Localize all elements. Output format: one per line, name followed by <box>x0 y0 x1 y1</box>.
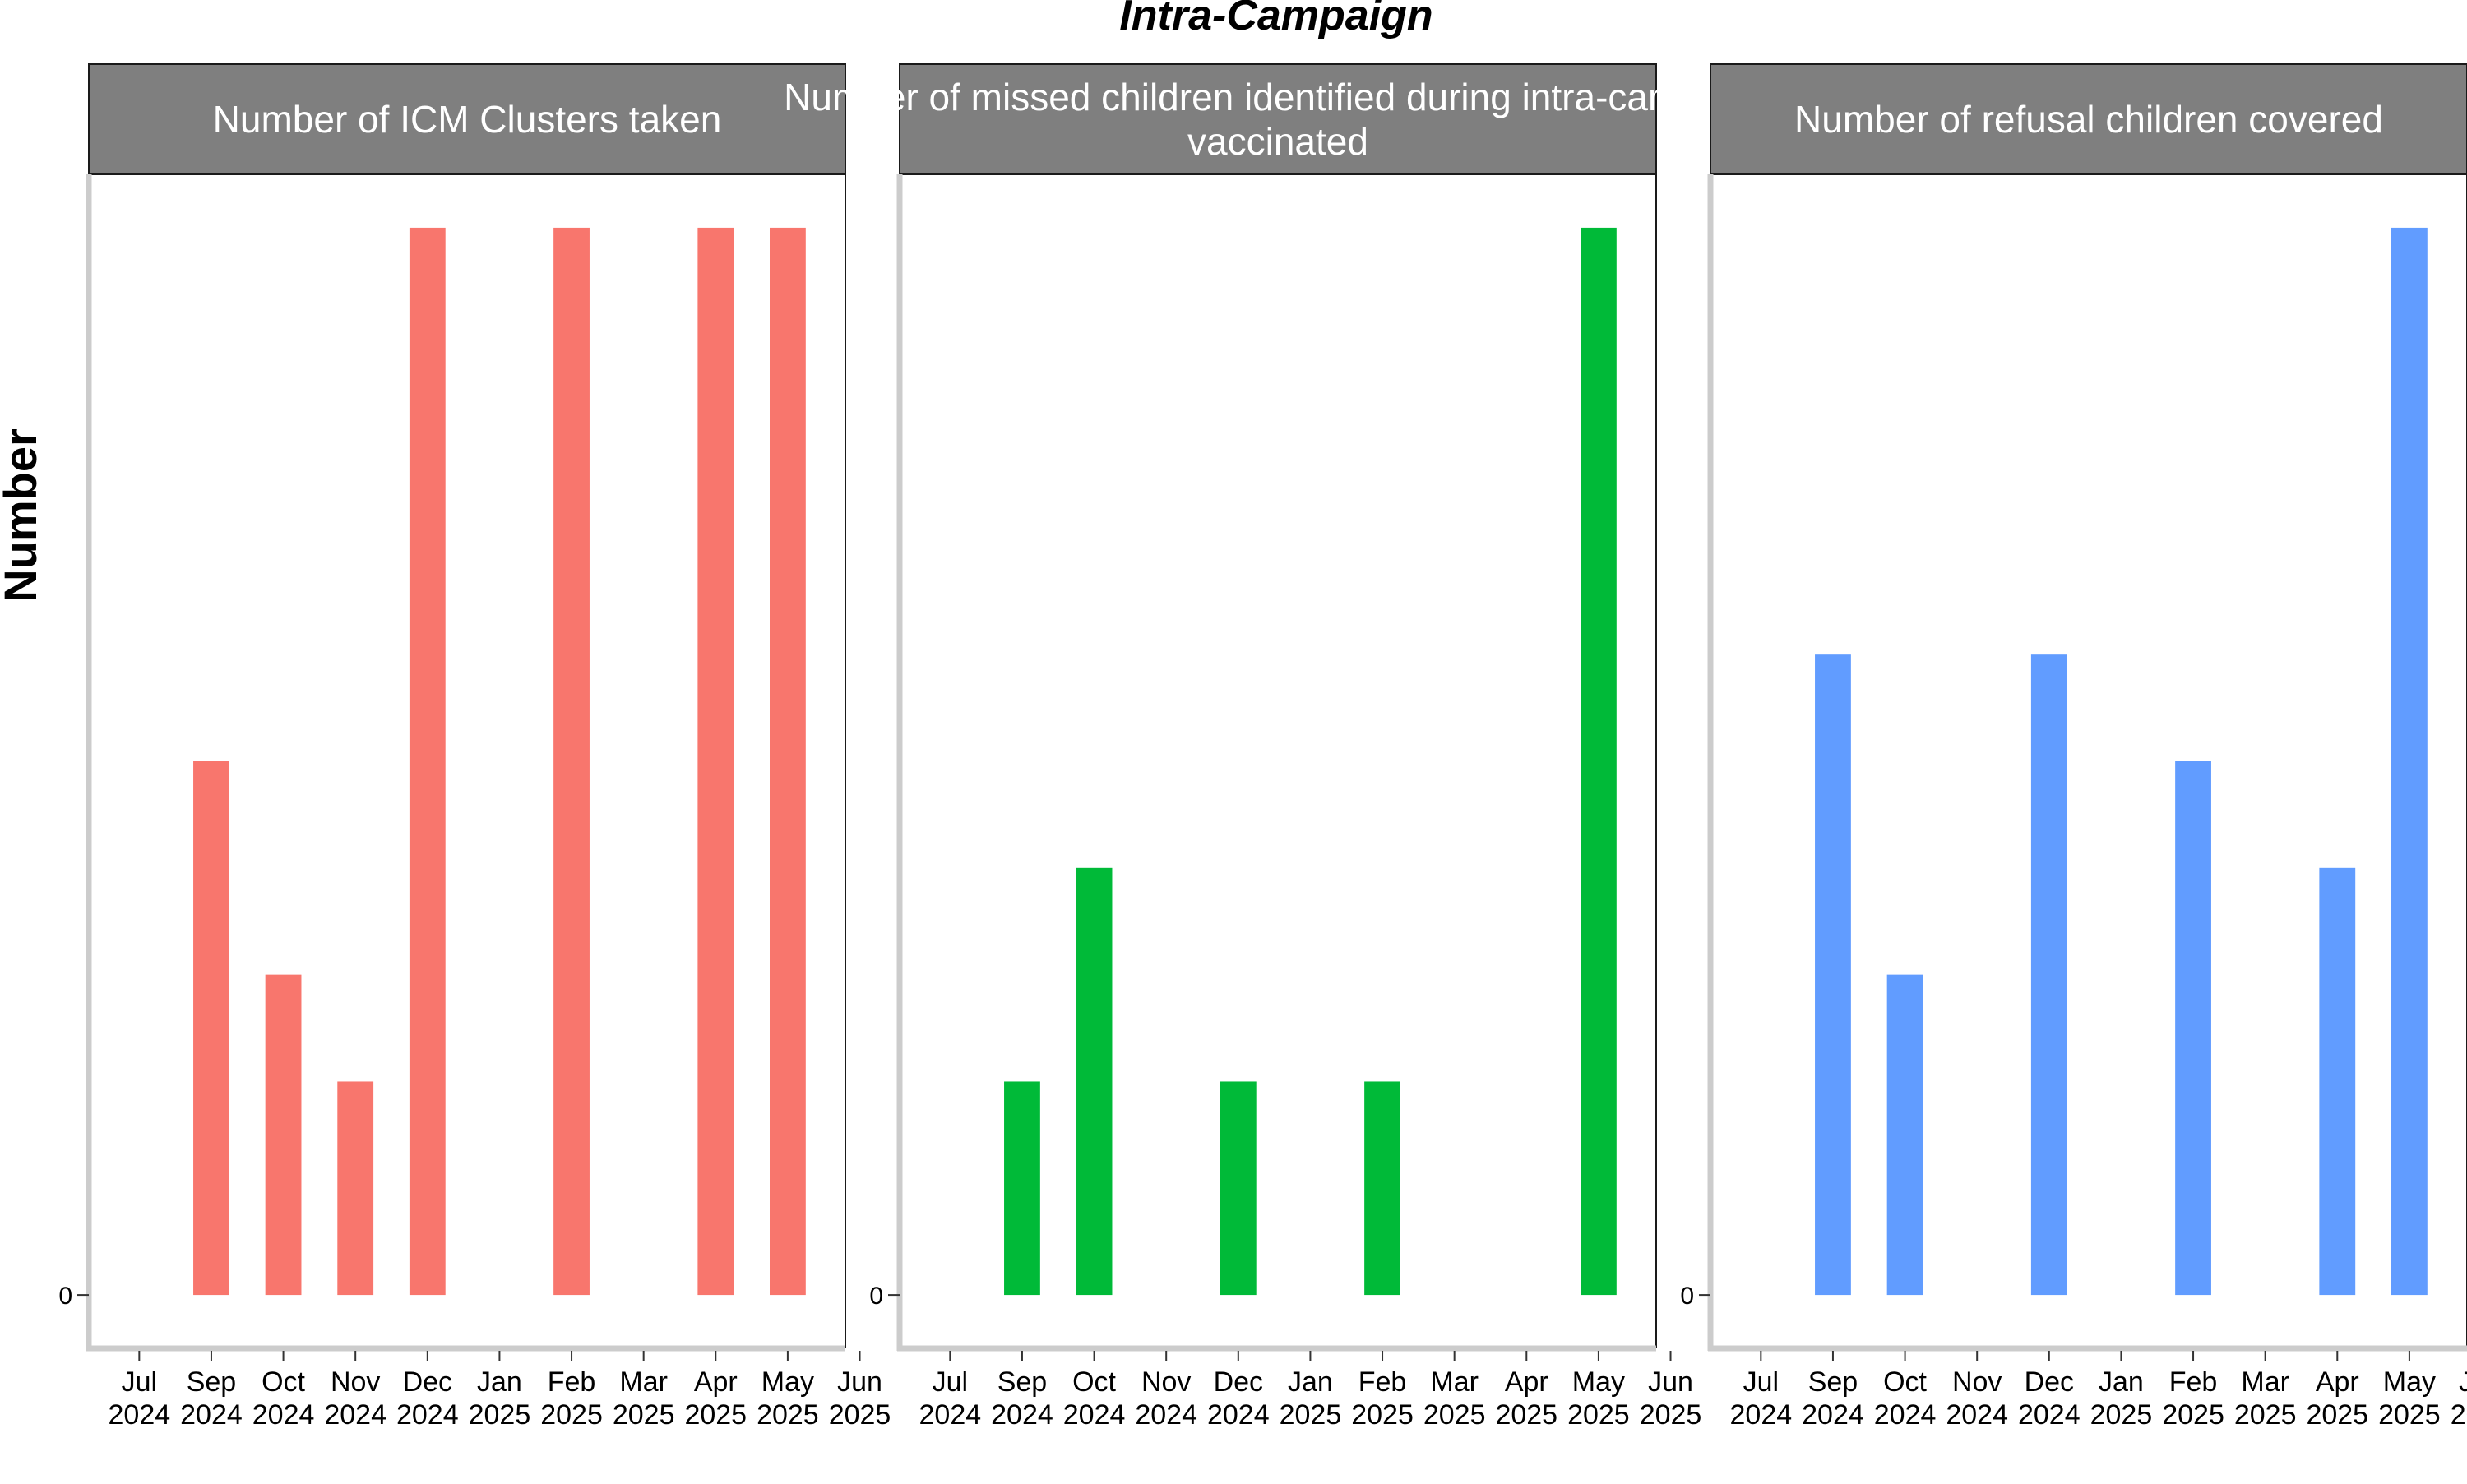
bar <box>697 227 734 1296</box>
x-tick-label-year: 2025 <box>1495 1399 1557 1431</box>
x-tick-label-month: Sep <box>1808 1366 1858 1398</box>
x-tick-label-year: 2025 <box>2378 1399 2441 1431</box>
x-tick-label-year: 2025 <box>1567 1399 1630 1431</box>
facet-strip <box>1710 63 2467 175</box>
x-tick-label-month: Jun <box>837 1366 882 1398</box>
x-tick-label-year: 2024 <box>1730 1399 1793 1431</box>
x-tick-label-month: Apr <box>694 1366 738 1398</box>
x-tick-label-month: Oct <box>262 1366 305 1398</box>
x-tick-label-year: 2025 <box>469 1399 531 1431</box>
bar <box>337 1081 374 1296</box>
x-tick-label-month: Nov <box>331 1366 380 1398</box>
bar <box>1886 974 1923 1296</box>
x-tick-label-month: Jan <box>477 1366 522 1398</box>
x-tick-label-year: 2025 <box>1423 1399 1486 1431</box>
bar <box>1364 1081 1400 1296</box>
x-tick-label-month: Jun <box>1648 1366 1693 1398</box>
x-tick-label-year: 2025 <box>1280 1399 1342 1431</box>
x-tick-label-year: 2024 <box>991 1399 1053 1431</box>
x-tick-label-month: Apr <box>2316 1366 2359 1398</box>
x-tick-label-year: 2024 <box>1874 1399 1937 1431</box>
x-tick-label-month: Mar <box>2241 1366 2289 1398</box>
x-tick-label-year: 2025 <box>829 1399 891 1431</box>
x-tick-label-year: 2025 <box>2451 1399 2467 1431</box>
x-tick-label-year: 2025 <box>2090 1399 2153 1431</box>
x-tick-label-month: Jan <box>1288 1366 1333 1398</box>
bar <box>2175 761 2211 1296</box>
bar <box>193 761 229 1296</box>
x-tick-label-month: Jul <box>933 1366 968 1398</box>
x-tick-label-year: 2024 <box>109 1399 171 1431</box>
x-tick-label-month: Oct <box>1883 1366 1927 1398</box>
facet-title: Number of missed children identified dur… <box>784 76 1772 118</box>
x-tick-label-month: Mar <box>1430 1366 1479 1398</box>
facet-strip <box>88 63 846 175</box>
bar <box>2391 227 2428 1296</box>
bar <box>265 974 302 1296</box>
bar <box>1076 867 1113 1296</box>
x-tick-label-month: Jul <box>1743 1366 1779 1398</box>
x-tick-label-year: 2025 <box>2306 1399 2368 1431</box>
facet-title: vaccinated <box>1187 120 1368 163</box>
x-tick-label-month: Sep <box>997 1366 1048 1398</box>
bar <box>553 227 590 1296</box>
bar <box>2319 867 2356 1296</box>
x-tick-label-month: Nov <box>1952 1366 2002 1398</box>
y-axis-label: Number <box>0 428 46 603</box>
x-tick-label-month: Feb <box>1358 1366 1407 1398</box>
x-tick-label-year: 2024 <box>1946 1399 2008 1431</box>
x-tick-label-month: Jan <box>2099 1366 2144 1398</box>
bar <box>770 227 806 1296</box>
bar <box>1815 654 1851 1296</box>
x-tick-label-year: 2024 <box>1135 1399 1197 1431</box>
x-tick-label-year: 2024 <box>396 1399 459 1431</box>
x-tick-label-year: 2024 <box>1063 1399 1126 1431</box>
x-tick-label-month: Jul <box>122 1366 157 1398</box>
x-tick-label-month: Dec <box>1214 1366 1263 1398</box>
x-tick-label-month: Dec <box>2025 1366 2074 1398</box>
y-tick-label: 0 <box>58 1283 72 1310</box>
x-tick-label-year: 2024 <box>324 1399 386 1431</box>
x-tick-label-year: 2025 <box>2234 1399 2297 1431</box>
y-tick-label: 0 <box>1680 1283 1694 1310</box>
x-tick-label-month: Dec <box>403 1366 452 1398</box>
x-tick-label-month: Apr <box>1505 1366 1548 1398</box>
x-tick-label-month: May <box>761 1366 814 1398</box>
x-tick-label-year: 2025 <box>540 1399 603 1431</box>
facet-title: Number of ICM Clusters taken <box>213 98 722 141</box>
x-tick-label-year: 2025 <box>684 1399 747 1431</box>
x-tick-label-year: 2024 <box>2018 1399 2081 1431</box>
x-tick-label-year: 2025 <box>757 1399 819 1431</box>
bar <box>1581 227 1617 1296</box>
x-tick-label-month: Oct <box>1072 1366 1116 1398</box>
x-tick-label-month: May <box>1572 1366 1625 1398</box>
x-tick-label-month: Jun <box>2459 1366 2467 1398</box>
x-tick-label-year: 2025 <box>2162 1399 2224 1431</box>
bar <box>2030 654 2067 1296</box>
x-tick-label-year: 2025 <box>1351 1399 1414 1431</box>
x-tick-label-year: 2024 <box>1207 1399 1270 1431</box>
x-tick-label-year: 2025 <box>1640 1399 1702 1431</box>
y-tick-label: 0 <box>869 1283 883 1310</box>
x-tick-label-month: May <box>2383 1366 2436 1398</box>
x-tick-label-month: Sep <box>187 1366 237 1398</box>
bar <box>1220 1081 1257 1296</box>
x-tick-label-year: 2025 <box>613 1399 675 1431</box>
x-tick-label-year: 2024 <box>919 1399 982 1431</box>
facet-title: Number of refusal children covered <box>1794 98 2383 141</box>
bar <box>409 227 446 1296</box>
x-tick-label-year: 2024 <box>1802 1399 1864 1431</box>
x-tick-label-month: Feb <box>2169 1366 2218 1398</box>
x-tick-label-year: 2024 <box>252 1399 315 1431</box>
x-tick-label-month: Nov <box>1141 1366 1191 1398</box>
bar <box>1004 1081 1040 1296</box>
x-tick-label-month: Feb <box>548 1366 596 1398</box>
chart-title: Intra-Campaign <box>1119 0 1433 39</box>
x-tick-label-month: Mar <box>619 1366 668 1398</box>
x-tick-label-year: 2024 <box>180 1399 243 1431</box>
